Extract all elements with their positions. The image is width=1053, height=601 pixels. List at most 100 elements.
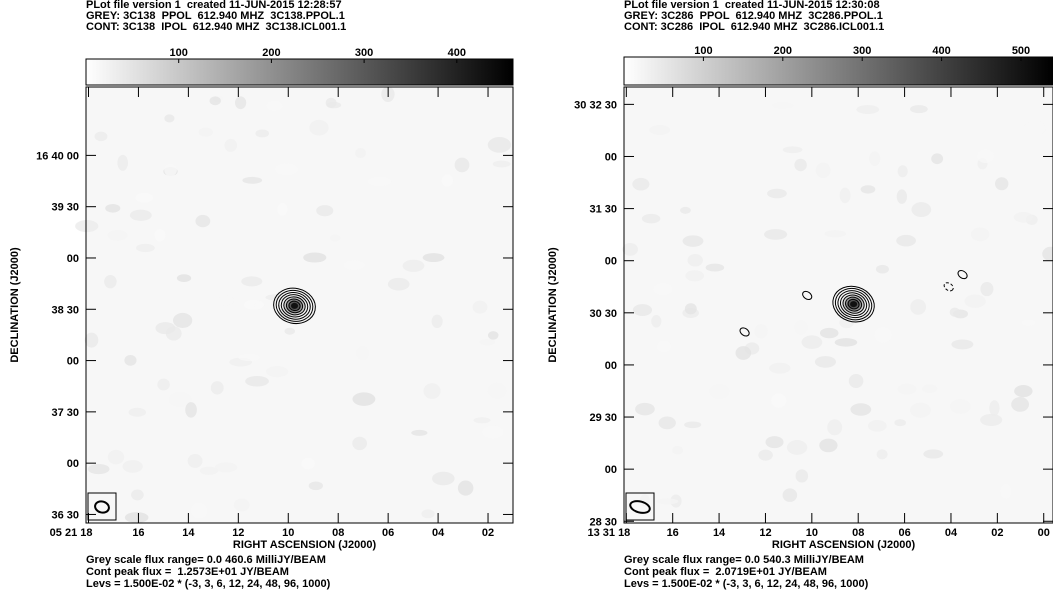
x-tick-label: 05 21 18 [50, 527, 93, 539]
noise-speckle [782, 488, 798, 502]
noise-speckle [649, 125, 671, 135]
beam-ellipse [629, 500, 651, 514]
noise-speckle [815, 162, 831, 178]
y-tick-label: 37 30 [51, 407, 79, 419]
noise-speckle [801, 335, 823, 349]
x-tick-label: 04 [432, 527, 445, 539]
x-tick-label: 14 [713, 527, 726, 539]
noise-speckle [454, 157, 470, 173]
noise-speckle [242, 176, 263, 184]
plot-frame [85, 86, 514, 524]
source-contour [275, 289, 314, 322]
noise-speckle [672, 446, 684, 455]
noise-speckle [769, 362, 791, 374]
noise-speckle [326, 101, 342, 109]
noise-speckle [135, 192, 154, 203]
noise-speckle [1021, 319, 1036, 326]
noise-speckle [423, 383, 441, 399]
noise-speckle [850, 403, 872, 416]
noise-speckle [767, 188, 787, 199]
x-tick-label: 08 [332, 527, 344, 539]
source-contour [847, 298, 860, 310]
noise-speckle [632, 304, 653, 316]
contour-peak-flux: Cont peak flux = 1.2573E+01 JY/BEAM [86, 566, 289, 578]
source-contour [273, 287, 316, 325]
source-contour [280, 294, 309, 318]
noise-speckle [224, 138, 238, 152]
noise-speckle [352, 436, 367, 451]
noise-speckle [651, 315, 662, 328]
noise-speckle [195, 214, 211, 228]
source-contour [285, 298, 304, 314]
contour-plot-3c138: 100 200 300 400 05 21 18 16 14 12 10 08 06 04 02 36 3… [9, 47, 514, 551]
noise-speckle [632, 177, 650, 191]
x-tick-label: 13 31 18 [587, 527, 630, 539]
noise-speckle [834, 338, 858, 347]
noise-speckle [432, 471, 455, 486]
plot-header-line-2: GREY: 3C286 PPOL 612.940 MHZ 3C286.PPOL.… [624, 10, 883, 22]
noise-speckle [995, 177, 1009, 191]
colorbar-tick-label: 200 [262, 47, 280, 59]
noise-speckle [848, 374, 864, 389]
noise-speckle [265, 294, 288, 301]
noise-speckle [187, 454, 203, 468]
plot-header-line-2: GREY: 3C138 PPOL 612.940 MHZ 3C138.PPOL.… [86, 10, 345, 22]
noise-speckle [839, 317, 854, 329]
y-tick-label: 00 [605, 151, 617, 163]
noise-speckle [709, 384, 730, 399]
noise-speckle [402, 259, 425, 272]
y-tick-label: 31 30 [589, 204, 617, 216]
source-contour [278, 292, 311, 320]
noise-speckle [124, 354, 137, 366]
y-tick-label: 00 [605, 256, 617, 268]
y-tick-label: 00 [67, 253, 79, 265]
source-contour [842, 294, 865, 314]
noise-speckle [827, 419, 843, 436]
noise-speckle [168, 392, 192, 407]
noise-speckle [87, 463, 110, 475]
colorbar-tick-label: 300 [355, 47, 373, 59]
x-axis-label: RIGHT ASCENSION (J2000) [772, 539, 916, 551]
noise-speckle [238, 353, 261, 362]
source-contour [845, 296, 863, 312]
noise-contour [957, 270, 968, 280]
contour-peak-flux: Cont peak flux = 2.0719E+01 JY/BEAM [624, 566, 827, 578]
noise-speckle [658, 416, 676, 430]
noise-speckle [214, 462, 238, 473]
noise-speckle [266, 100, 283, 111]
y-tick-label: 00 [67, 458, 79, 470]
source-contour [837, 290, 870, 319]
noise-speckle [910, 402, 931, 418]
noise-speckle [685, 270, 705, 282]
noise-speckle [896, 189, 907, 204]
noise-speckle [75, 220, 99, 233]
noise-speckle [758, 449, 773, 461]
noise-speckle [894, 419, 906, 427]
noise-speckle [473, 417, 491, 424]
noise-speckle [411, 429, 428, 436]
noise-speckle [657, 340, 671, 353]
x-tick-label: 08 [852, 527, 864, 539]
y-tick-label: 00 [605, 360, 617, 372]
noise-speckle [754, 324, 768, 339]
noise-contour [739, 327, 750, 337]
source-peak [850, 301, 858, 308]
noise-speckle [1042, 246, 1053, 262]
noise-speckle [705, 263, 725, 272]
noise-speckle [964, 294, 986, 308]
y-tick-label: 38 30 [51, 304, 79, 316]
noise-speckle [309, 119, 329, 136]
contour-levels: Levs = 1.500E-02 * (-3, 3, 6, 12, 24, 48… [624, 578, 869, 590]
noise-speckle [343, 260, 365, 270]
beam-ellipse [94, 500, 110, 514]
panel-3c286: PLot file version 1 created 11-JUN-2015 … [538, 0, 1053, 601]
noise-speckle [492, 160, 511, 168]
noise-speckle [1013, 211, 1033, 223]
noise-speckle [122, 460, 143, 473]
noise-speckle [896, 234, 916, 247]
colorbar-tick-label: 400 [448, 47, 466, 59]
noise-speckle [128, 407, 147, 417]
noise-speckle [277, 202, 288, 216]
noise-speckle [308, 481, 323, 491]
y-tick-label: 00 [67, 356, 79, 368]
